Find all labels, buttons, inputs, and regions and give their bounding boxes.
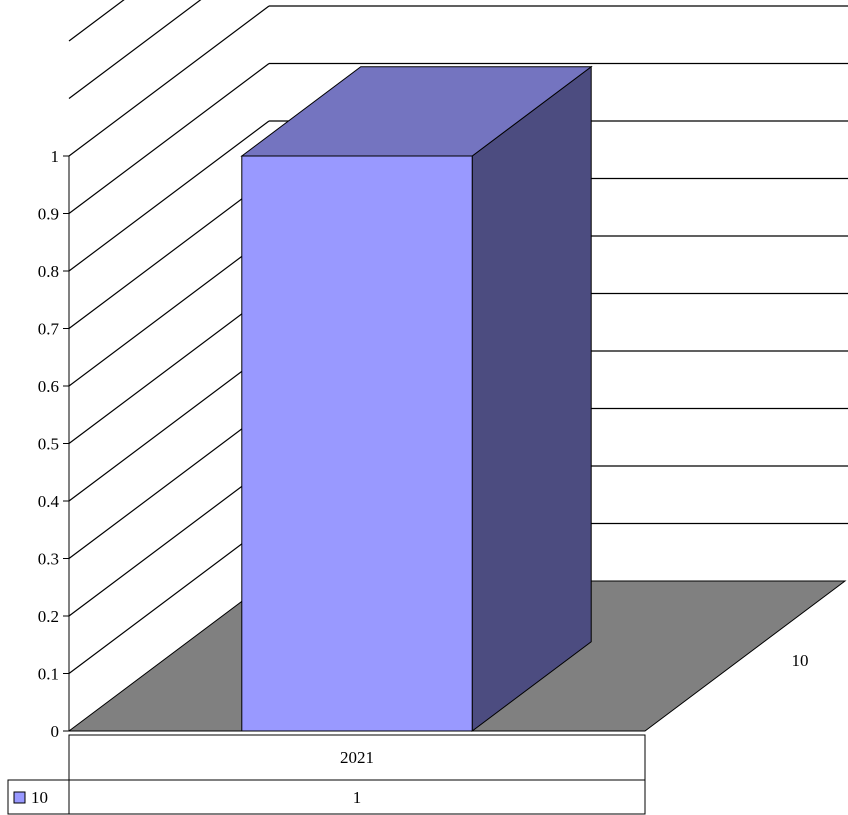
data-table-legend-cell [7, 779, 70, 815]
data-table-value-label: 1 [353, 788, 362, 807]
bar [240, 65, 593, 732]
gridline-side [68, 235, 270, 387]
bar-front [241, 155, 473, 732]
value-axis-tick-label: 0.9 [38, 205, 59, 224]
depth-axis: 10 [792, 651, 809, 670]
legend-label: 10 [31, 788, 48, 807]
gridline-side [68, 0, 202, 99]
value-axis-tick-label: 0.4 [38, 492, 60, 511]
value-axis-tick-label: 1 [51, 147, 60, 166]
gridline-side [68, 293, 270, 444]
value-axis-tick-label: 0.7 [38, 320, 60, 339]
gridline-side [68, 5, 270, 157]
depth-axis-label: 10 [792, 651, 809, 670]
value-axis-tick-label: 0.1 [38, 665, 59, 684]
chart-bars [240, 65, 593, 732]
value-axis-tick-label: 0.2 [38, 607, 59, 626]
gridline-side [68, 178, 270, 329]
gridline-side [68, 63, 270, 214]
data-table-value-cell [68, 779, 646, 815]
gridline-side [68, 408, 270, 559]
value-axis-tick-label: 0.3 [38, 550, 59, 569]
value-axis-tick-label: 0 [51, 722, 60, 741]
gridline-side [68, 120, 270, 272]
legend-swatch [13, 791, 26, 804]
data-table: 2021 10 1 [7, 734, 646, 815]
gridline-side [68, 523, 270, 674]
value-axis: 0 0.1 0.2 0.3 0.4 0.5 0.6 0.7 0.8 0.9 1 [38, 147, 70, 741]
value-axis-tick-label: 0.5 [38, 435, 59, 454]
value-axis-tick-label: 0.8 [38, 262, 59, 281]
gridline-side [68, 350, 270, 502]
data-table-header-cell [68, 734, 646, 781]
data-table-header-label: 2021 [340, 748, 374, 767]
gridline-side [68, 0, 125, 42]
gridline-side [68, 465, 270, 617]
bar-side [471, 65, 592, 732]
value-axis-tick-label: 0.6 [38, 377, 59, 396]
